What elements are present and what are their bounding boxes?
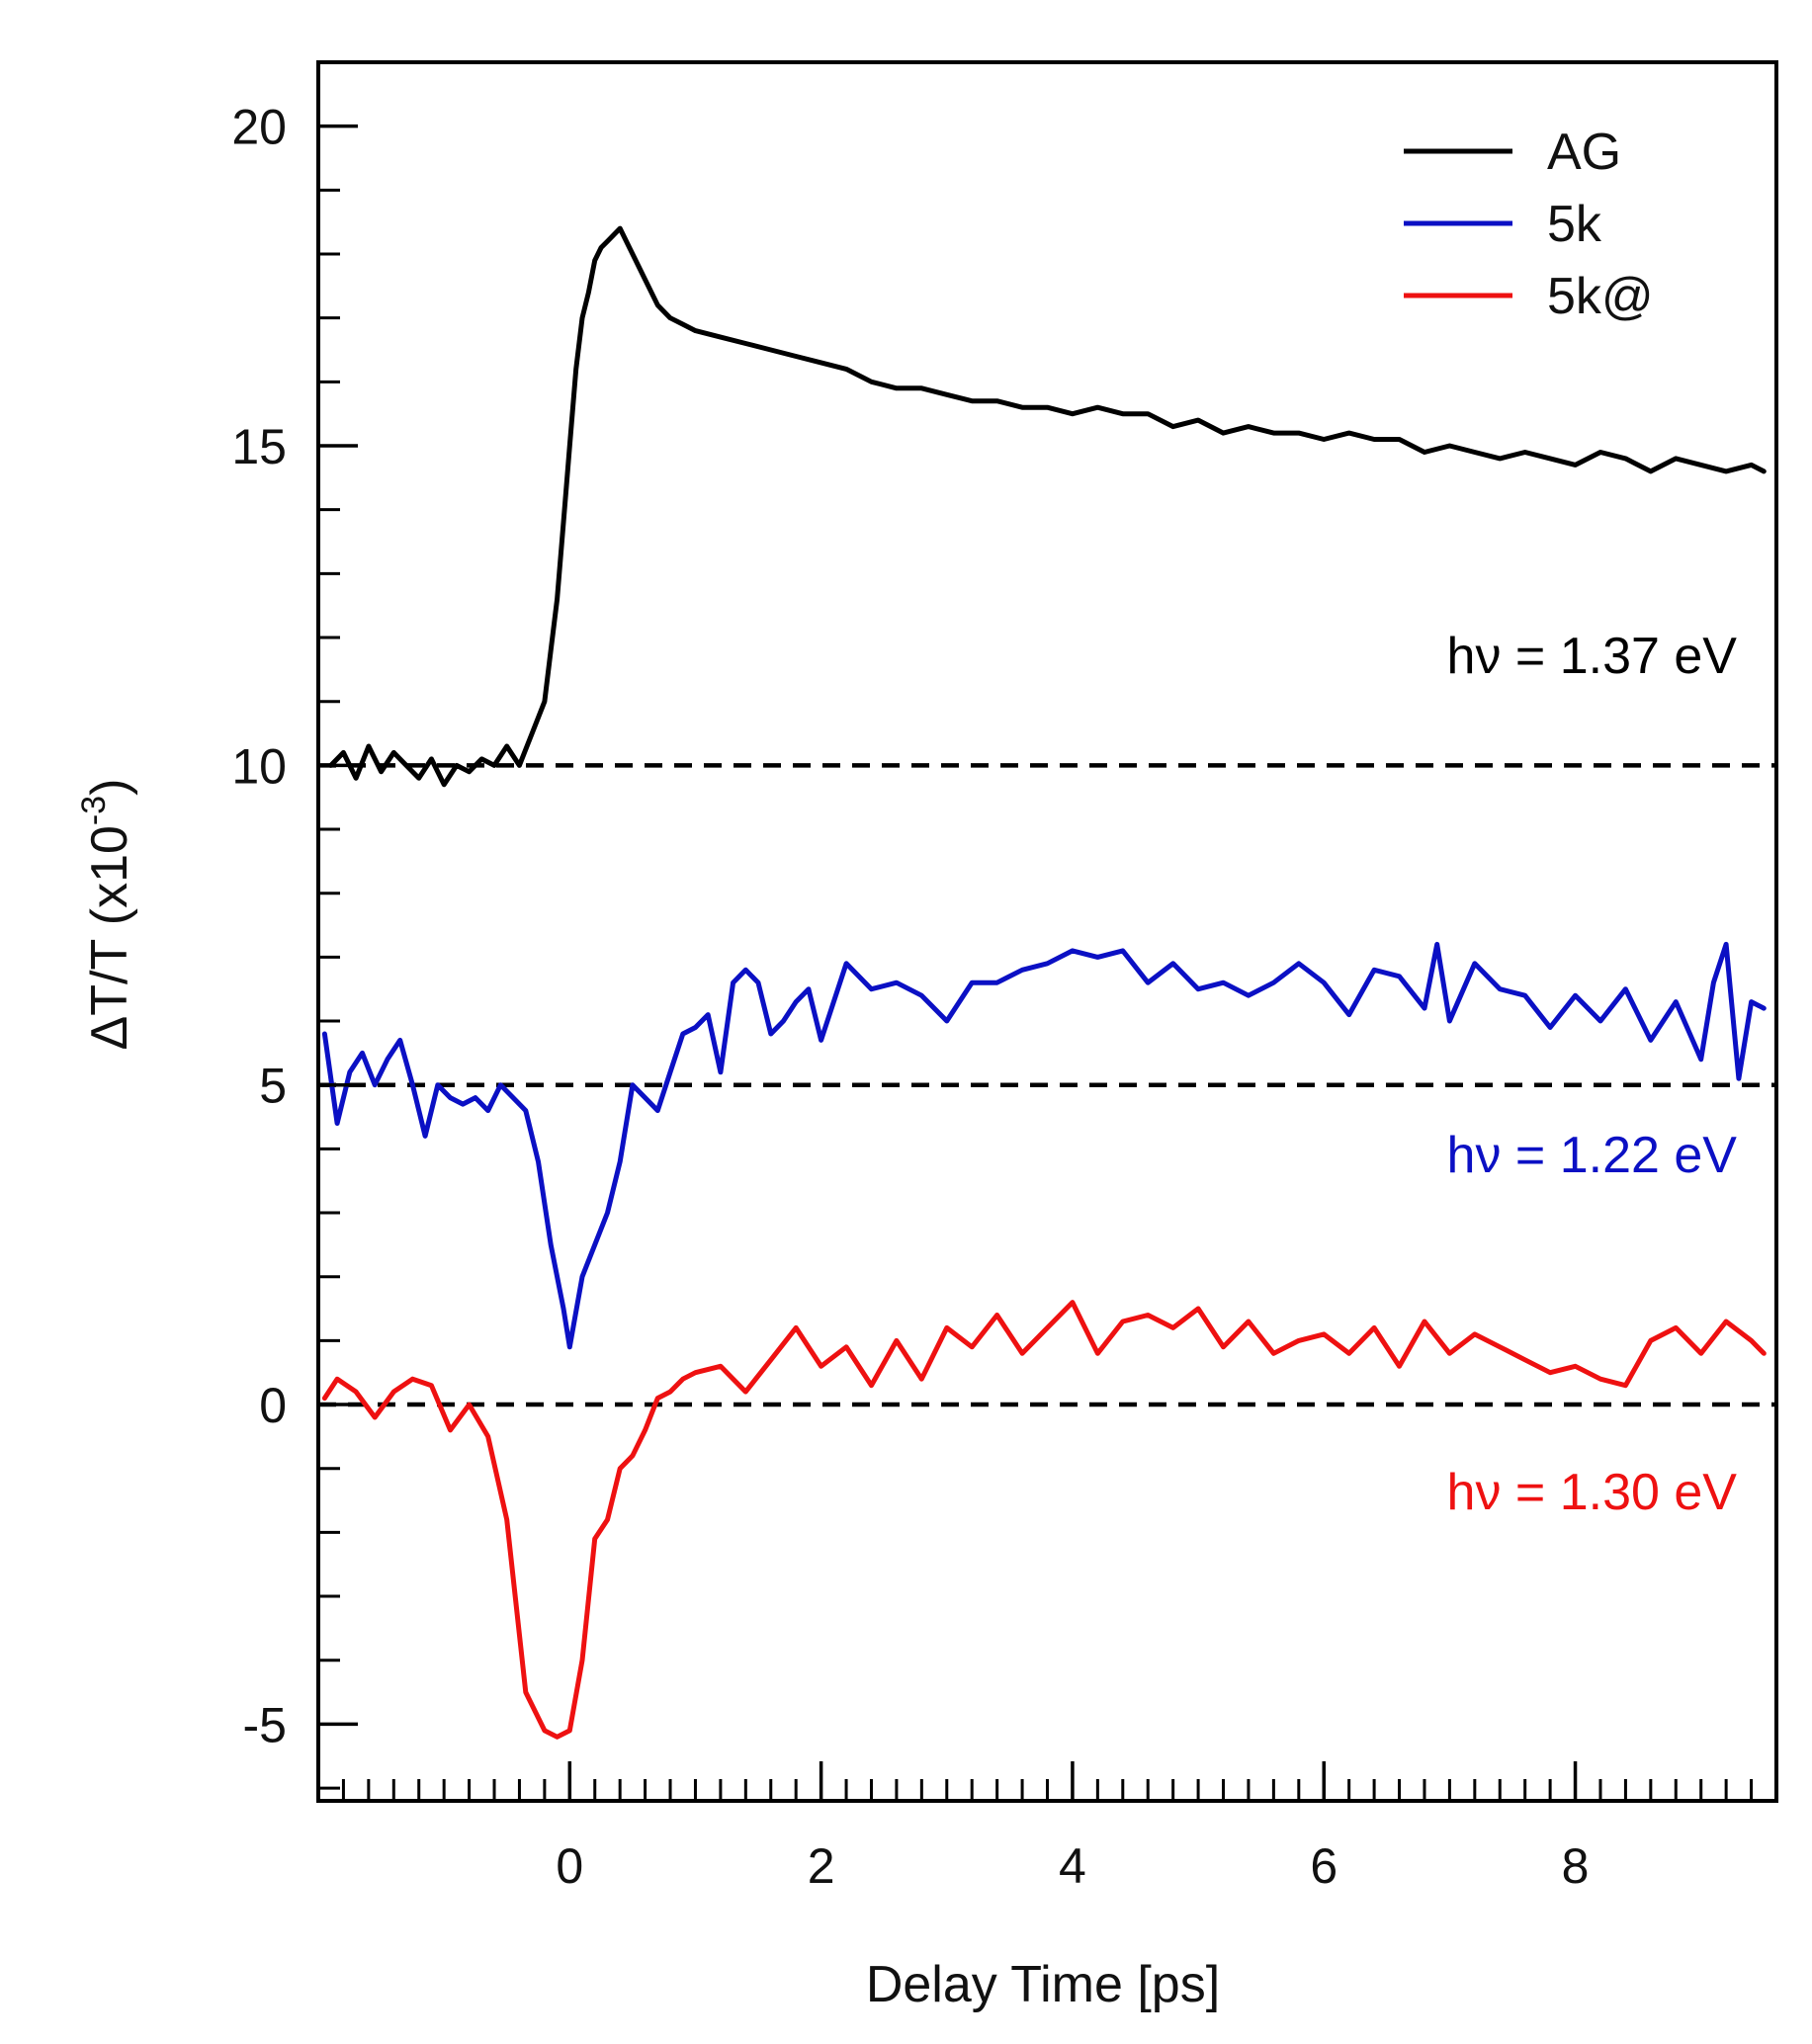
y-axis-ticks: -5 0 5 10 15 20 — [231, 100, 358, 1752]
series-line-5k-at — [321, 1300, 1767, 1740]
y-tick-label: 5 — [259, 1059, 287, 1114]
legend-label-5k-at: 5k@ — [1547, 268, 1654, 325]
legend: AG 5k 5k@ — [1404, 124, 1654, 325]
series-layer — [321, 225, 1767, 1740]
annotation-5k-at-photon-energy: hν = 1.30 eV — [1447, 1464, 1738, 1521]
x-tick-label: 4 — [1059, 1838, 1086, 1894]
annotation-ag-photon-energy: hν = 1.37 eV — [1447, 628, 1738, 685]
x-tick-label: 0 — [556, 1838, 583, 1894]
y-tick-label: -5 — [243, 1697, 287, 1752]
reference-lines — [318, 763, 1776, 1407]
y-tick-label: 20 — [231, 100, 287, 155]
plot-frame — [316, 60, 1778, 1803]
x-axis-title: Delay Time [ps] — [866, 1956, 1220, 2013]
y-tick-label: 0 — [259, 1378, 287, 1433]
annotation-5k-photon-energy: hν = 1.22 eV — [1447, 1127, 1738, 1184]
y-axis-title-close: ) — [81, 779, 138, 796]
series-line-5k — [321, 941, 1767, 1350]
y-axis-title-main: ΔT/T (x10 — [81, 825, 138, 1050]
x-axis-ticks: 0 2 4 6 8 — [556, 1761, 1589, 1894]
x-tick-label: 2 — [808, 1838, 835, 1894]
y-axis-title-exponent: -3 — [75, 796, 113, 825]
x-tick-label: 8 — [1562, 1838, 1590, 1894]
x-tick-label: 6 — [1310, 1838, 1337, 1894]
series-line-ag — [328, 225, 1767, 788]
legend-label-ag: AG — [1547, 124, 1621, 181]
y-tick-label: 15 — [231, 419, 287, 474]
y-axis-title: ΔT/T (x10-3) — [75, 779, 138, 1051]
minor-ticks — [318, 60, 1754, 1801]
y-tick-label: 10 — [231, 738, 287, 794]
legend-label-5k: 5k — [1547, 196, 1602, 253]
